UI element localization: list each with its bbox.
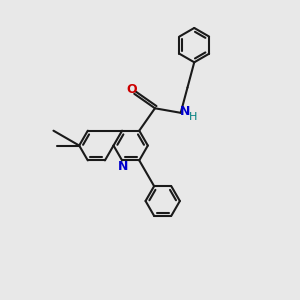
Text: O: O <box>127 83 137 96</box>
Text: H: H <box>189 112 197 122</box>
Text: N: N <box>179 105 190 118</box>
Text: N: N <box>118 160 128 173</box>
